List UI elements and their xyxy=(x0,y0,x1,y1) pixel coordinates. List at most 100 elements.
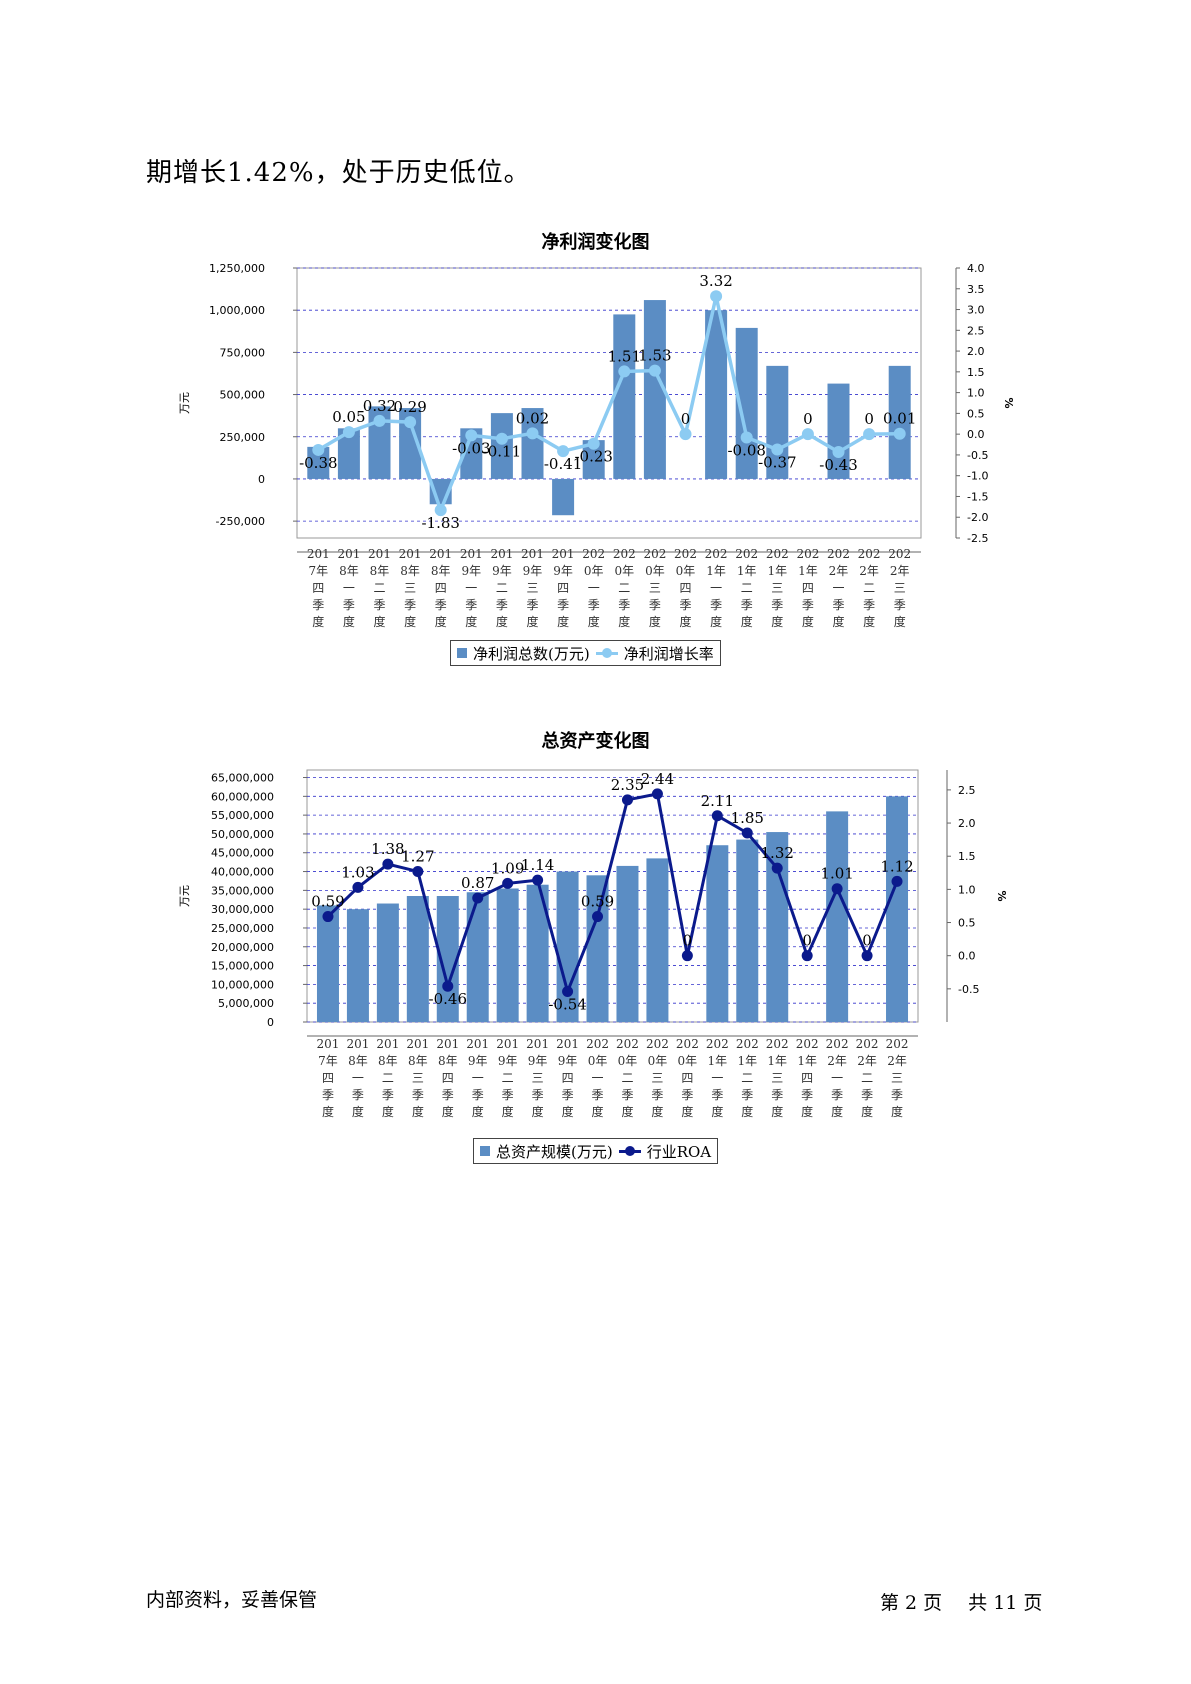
y2-tick-label: 0.0 xyxy=(958,950,976,963)
line-point xyxy=(771,443,784,456)
data-label: 1.53 xyxy=(638,347,671,365)
y2-tick-label: 0.5 xyxy=(958,917,976,930)
data-label: 1.01 xyxy=(820,865,853,883)
x-tick-label: 201 9年四季度 xyxy=(556,1037,579,1119)
x-tick-label: 201 8年一季度 xyxy=(337,547,360,629)
x-tick-label: 201 8年二季度 xyxy=(368,547,391,629)
data-label: -0.08 xyxy=(727,441,765,459)
bar-swatch-icon xyxy=(457,648,467,658)
y-tick-label: 0 xyxy=(258,473,265,486)
y-tick-label: 5,000,000 xyxy=(218,997,274,1010)
x-tick-label: 201 9年一季度 xyxy=(466,1037,489,1119)
data-label: 0 xyxy=(862,932,872,950)
x-tick-label: 201 9年三季度 xyxy=(526,1037,549,1119)
line-point xyxy=(891,875,903,887)
line-point xyxy=(373,414,386,427)
data-label: 1.85 xyxy=(731,809,764,827)
line-point xyxy=(861,950,873,962)
bar xyxy=(316,905,339,1022)
data-label: -0.41 xyxy=(544,455,582,473)
y2-tick-label: 1.5 xyxy=(967,366,985,379)
y2-tick-label: 2.5 xyxy=(967,324,985,337)
data-label: -0.54 xyxy=(548,995,586,1013)
data-label: 0 xyxy=(683,932,693,950)
line-point xyxy=(863,428,876,441)
bar xyxy=(556,871,579,1022)
line-point xyxy=(681,950,693,962)
line-point xyxy=(557,445,570,458)
x-tick-label: 201 8年四季度 xyxy=(436,1037,459,1119)
data-label: 0.59 xyxy=(311,893,344,911)
line-point xyxy=(352,881,364,893)
total-prefix: 共 xyxy=(968,1592,988,1614)
data-label: 0.59 xyxy=(581,893,614,911)
line-point xyxy=(412,865,424,877)
bar xyxy=(521,408,544,479)
bar xyxy=(496,888,519,1022)
data-label: 0 xyxy=(803,410,813,428)
line-point xyxy=(893,427,906,440)
line-point xyxy=(587,437,600,450)
y-tick-label: 40,000,000 xyxy=(211,866,274,879)
data-label: 0 xyxy=(681,410,691,428)
bar xyxy=(705,310,728,479)
line-point xyxy=(832,446,845,459)
line-point xyxy=(831,883,843,895)
data-label: 1.12 xyxy=(880,857,913,875)
line-point xyxy=(495,432,508,445)
bar xyxy=(706,845,729,1022)
bar xyxy=(460,428,483,479)
data-label: -0.23 xyxy=(574,448,612,466)
total-pages: 11 xyxy=(993,1592,1018,1614)
x-tick-label: 202 1年三季度 xyxy=(766,547,789,629)
x-tick-label: 202 1年四季度 xyxy=(796,547,819,629)
bar xyxy=(307,446,330,479)
y-tick-label: 250,000 xyxy=(220,431,266,444)
y-tick-label: 45,000,000 xyxy=(211,847,274,860)
bar xyxy=(643,300,666,479)
data-label: 1.51 xyxy=(608,347,641,365)
y-tick-label: 50,000,000 xyxy=(211,828,274,841)
y2-tick-label: 3.5 xyxy=(967,283,985,296)
data-label: 0.32 xyxy=(363,397,396,415)
x-tick-label: 202 1年四季度 xyxy=(796,1037,819,1119)
data-label: 0.29 xyxy=(393,398,426,416)
data-label: -0.11 xyxy=(483,443,521,461)
y2-tick-label: -2.5 xyxy=(967,532,988,545)
line-marker-icon xyxy=(618,1145,641,1157)
y-axis-title: 万元 xyxy=(178,885,191,907)
y2-axis-title: % xyxy=(1002,397,1015,408)
data-label: 2.44 xyxy=(641,770,674,788)
x-tick-label: 201 7年四季度 xyxy=(307,547,330,629)
line-point xyxy=(312,443,325,456)
y-tick-label: 15,000,000 xyxy=(211,960,274,973)
y2-tick-label: -0.5 xyxy=(967,449,988,462)
y-tick-label: 1,250,000 xyxy=(209,262,265,275)
data-label: 0.87 xyxy=(461,874,494,892)
x-tick-label: 202 0年三季度 xyxy=(646,1037,669,1119)
y2-tick-label: 2.0 xyxy=(958,817,976,830)
y-tick-label: 25,000,000 xyxy=(211,922,274,935)
bar xyxy=(826,811,849,1022)
line-point xyxy=(710,290,723,303)
line-point xyxy=(621,794,633,806)
line-point xyxy=(562,985,574,997)
y-tick-label: 55,000,000 xyxy=(211,809,274,822)
y-axis-title: 万元 xyxy=(178,392,191,414)
bar xyxy=(337,428,360,479)
line-point xyxy=(651,788,663,800)
chart-2-legend: 总资产规模(万元) 行业ROA xyxy=(473,1138,719,1164)
bar xyxy=(736,839,759,1022)
net-profit-chart: -250,000 0 250,000 500,000 750,000 1,000,000 1… xyxy=(178,262,1015,629)
line-point xyxy=(442,980,454,992)
y2-tick-label: -0.5 xyxy=(958,983,979,996)
x-tick-label: 202 0年一季度 xyxy=(582,547,605,629)
y-tick-label: 30,000,000 xyxy=(211,903,274,916)
x-tick-label: 202 2年三季度 xyxy=(888,547,911,629)
bar xyxy=(613,314,636,479)
bar xyxy=(406,896,429,1022)
y2-tick-label: -1.0 xyxy=(967,470,988,483)
y2-tick-label: 3.0 xyxy=(967,304,985,317)
line-point xyxy=(618,365,631,378)
line-point xyxy=(648,364,661,377)
